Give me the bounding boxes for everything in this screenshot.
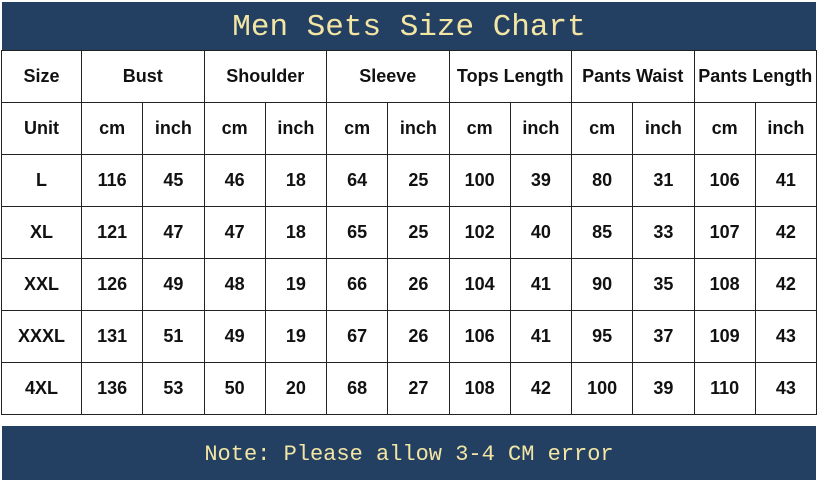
measurement-cell: 80 <box>570 154 634 207</box>
unit-inch: inch <box>142 102 205 155</box>
group-header: Shoulder <box>203 50 327 103</box>
measurement-cell: 25 <box>387 206 450 259</box>
measurement-cell: 104 <box>448 258 511 311</box>
measurement-cell: 41 <box>509 310 573 363</box>
measurement-cell: 45 <box>142 154 205 207</box>
measurement-cell: 50 <box>203 362 266 415</box>
error-note: Note: Please allow 3-4 CM error <box>2 426 816 480</box>
measurement-cell: 49 <box>142 258 205 311</box>
size-label: L <box>1 154 82 207</box>
measurement-cell: 39 <box>509 154 573 207</box>
group-header: Pants Waist <box>571 50 695 103</box>
measurement-cell: 131 <box>80 310 144 363</box>
measurement-cell: 65 <box>325 206 389 259</box>
measurement-cell: 18 <box>264 206 328 259</box>
unit-cm: cm <box>693 102 756 155</box>
table-row: 4XL 136 53 50 20 68 27 108 42 100 39 110 43 <box>1 362 818 415</box>
measurement-cell: 18 <box>264 154 328 207</box>
unit-inch: inch <box>754 102 818 155</box>
measurement-cell: 20 <box>264 362 328 415</box>
measurement-cell: 31 <box>632 154 695 207</box>
size-label: XL <box>1 206 82 259</box>
measurement-cell: 121 <box>80 206 144 259</box>
measurement-cell: 47 <box>142 206 205 259</box>
chart-title: Men Sets Size Chart <box>2 2 816 50</box>
measurement-cell: 106 <box>448 310 511 363</box>
size-table: Size Bust Shoulder Sleeve Tops Length Pants W… <box>1 50 818 415</box>
group-header: Bust <box>81 50 205 103</box>
measurement-cell: 48 <box>203 258 266 311</box>
unit-inch: inch <box>264 102 328 155</box>
unit-inch: inch <box>509 102 573 155</box>
measurement-cell: 37 <box>632 310 695 363</box>
measurement-cell: 109 <box>693 310 756 363</box>
measurement-cell: 116 <box>80 154 144 207</box>
measurement-cell: 26 <box>387 258 450 311</box>
measurement-cell: 108 <box>448 362 511 415</box>
table-row: XL 121 47 47 18 65 25 102 40 85 33 107 42 <box>1 206 818 259</box>
unit-header: Unit <box>1 102 82 155</box>
measurement-cell: 26 <box>387 310 450 363</box>
measurement-cell: 66 <box>325 258 389 311</box>
group-header: Sleeve <box>326 50 450 103</box>
measurement-cell: 41 <box>754 154 818 207</box>
size-header: Size <box>1 50 82 103</box>
unit-cm: cm <box>203 102 266 155</box>
unit-inch: inch <box>632 102 695 155</box>
measurement-cell: 106 <box>693 154 756 207</box>
measurement-cell: 136 <box>80 362 144 415</box>
measurement-cell: 100 <box>570 362 634 415</box>
measurement-cell: 110 <box>693 362 756 415</box>
measurement-cell: 47 <box>203 206 266 259</box>
measurement-cell: 108 <box>693 258 756 311</box>
measurement-cell: 35 <box>632 258 695 311</box>
measurement-cell: 41 <box>509 258 573 311</box>
measurement-cell: 27 <box>387 362 450 415</box>
measurement-cell: 51 <box>142 310 205 363</box>
measurement-cell: 95 <box>570 310 634 363</box>
measurement-cell: 40 <box>509 206 573 259</box>
measurement-cell: 68 <box>325 362 389 415</box>
unit-cm: cm <box>325 102 389 155</box>
measurement-cell: 102 <box>448 206 511 259</box>
measurement-cell: 107 <box>693 206 756 259</box>
measurement-cell: 64 <box>325 154 389 207</box>
measurement-cell: 49 <box>203 310 266 363</box>
measurement-cell: 53 <box>142 362 205 415</box>
measurement-cell: 19 <box>264 310 328 363</box>
measurement-cell: 39 <box>632 362 695 415</box>
unit-row: Unit cm inch cm inch cm inch cm inch cm inch cm inch <box>1 102 818 155</box>
group-header: Pants Length <box>693 50 817 103</box>
group-header: Tops Length <box>448 50 572 103</box>
measurement-cell: 43 <box>754 310 818 363</box>
unit-cm: cm <box>448 102 511 155</box>
measurement-cell: 25 <box>387 154 450 207</box>
header-row: Size Bust Shoulder Sleeve Tops Length Pants W… <box>1 50 817 103</box>
measurement-cell: 42 <box>754 206 818 259</box>
measurement-cell: 46 <box>203 154 266 207</box>
measurement-cell: 19 <box>264 258 328 311</box>
measurement-cell: 67 <box>325 310 389 363</box>
table-row: XXL 126 49 48 19 66 26 104 41 90 35 108 42 <box>1 258 818 311</box>
measurement-cell: 100 <box>448 154 511 207</box>
measurement-cell: 90 <box>570 258 634 311</box>
measurement-cell: 43 <box>754 362 818 415</box>
size-label: XXXL <box>1 310 82 363</box>
measurement-cell: 33 <box>632 206 695 259</box>
measurement-cell: 85 <box>570 206 634 259</box>
size-label: 4XL <box>1 362 82 415</box>
table-row: L 116 45 46 18 64 25 100 39 80 31 106 41 <box>1 154 818 207</box>
size-label: XXL <box>1 258 82 311</box>
table-row: XXXL 131 51 49 19 67 26 106 41 95 37 109 43 <box>1 310 818 363</box>
measurement-cell: 42 <box>509 362 573 415</box>
measurement-cell: 42 <box>754 258 818 311</box>
unit-inch: inch <box>387 102 450 155</box>
unit-cm: cm <box>570 102 634 155</box>
measurement-cell: 126 <box>80 258 144 311</box>
unit-cm: cm <box>80 102 144 155</box>
